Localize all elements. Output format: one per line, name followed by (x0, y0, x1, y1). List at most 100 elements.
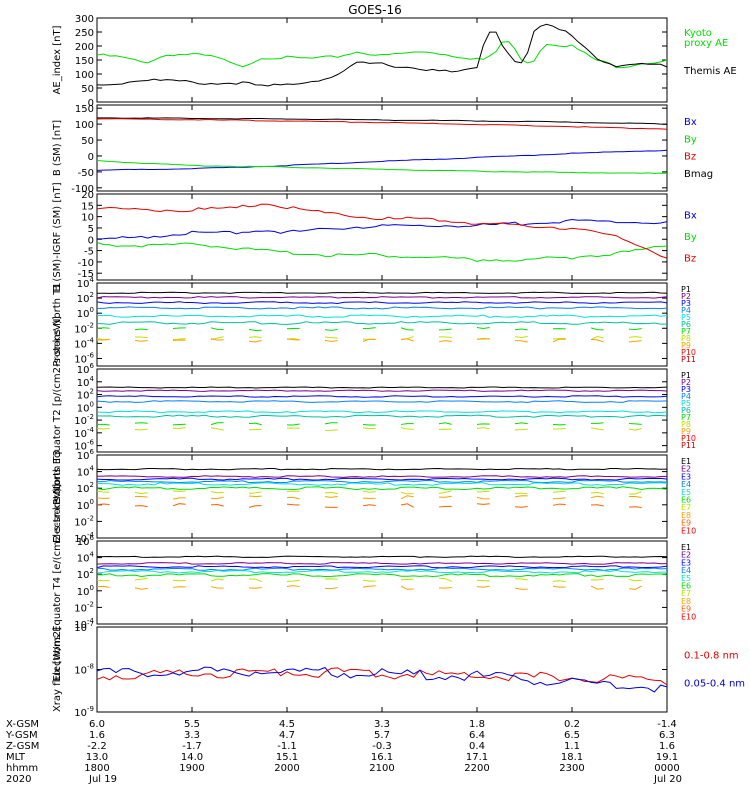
series-line-E7 (248, 491, 262, 494)
series-line-E8 (400, 495, 414, 500)
legend-label: By (684, 134, 697, 145)
legend-label: E8 (681, 597, 691, 606)
y-tick-label: 102 (77, 291, 94, 305)
ephemeris-value: -1.1 (277, 741, 297, 752)
ephemeris-value: 15.1 (276, 752, 298, 763)
y-tick-label: 300 (75, 14, 94, 25)
legend-label: E4 (681, 480, 691, 489)
series-line-E9 (210, 504, 224, 507)
ephemeris-value: -2.2 (87, 741, 107, 752)
ephemeris-value: 19.1 (656, 752, 678, 763)
series-line-P9 (324, 339, 338, 342)
y-tick-label: 10-7 (74, 620, 94, 634)
series-line-E4 (96, 479, 668, 484)
y-tick-label: 0 (88, 235, 94, 246)
series-line-P8 (438, 336, 452, 339)
series-line-P1 (96, 386, 668, 389)
series-line-P7 (210, 327, 224, 331)
ephemeris-value: -0.3 (372, 741, 392, 752)
y-tick-label: 150 (75, 104, 94, 115)
ephemeris-row-label: 2020 (6, 774, 31, 785)
series-line-P7 (628, 327, 642, 331)
series-line-P8 (172, 427, 186, 429)
series-line-E8 (324, 587, 338, 590)
ephemeris-value: Jul 19 (88, 774, 117, 785)
legend-label: P5 (681, 399, 691, 408)
legend-label: E3 (681, 472, 691, 481)
series-line-P8 (514, 428, 528, 431)
series-line-E8 (514, 587, 528, 590)
series-line-P7 (210, 422, 224, 426)
y-tick-label: 10 (81, 213, 94, 224)
series-line-P7 (324, 422, 338, 425)
ephemeris-value: 6.0 (89, 719, 105, 730)
series-line-P2 (96, 296, 668, 299)
series-line-E9 (552, 503, 566, 506)
series-line-E7 (248, 578, 262, 583)
series-line-E9 (476, 503, 490, 505)
series-line-P9 (590, 338, 604, 343)
ephemeris-value: 1900 (179, 763, 204, 774)
plot-title: GOES-16 (348, 3, 402, 17)
series-line-P8 (210, 427, 224, 431)
y-axis-label: B (SM)-IGRF (SM) [nT] (52, 182, 63, 291)
y-tick-label: 100 (77, 498, 94, 512)
series-line-E7 (400, 578, 414, 581)
series-line-P8 (552, 427, 566, 430)
series-line-E7 (628, 491, 642, 495)
y-tick-label: 250 (75, 28, 94, 39)
series-line-E8 (552, 497, 566, 500)
series-line-E9 (248, 505, 262, 508)
ephemeris-value: 1.6 (659, 741, 675, 752)
series-line-E9 (514, 505, 528, 508)
series-line-P1 (96, 291, 668, 294)
series-line-P7 (172, 423, 186, 426)
ephemeris-value: 16.1 (371, 752, 393, 763)
series-line-P7 (96, 423, 110, 426)
series-line-E7 (362, 579, 376, 582)
series-line-E7 (96, 579, 110, 582)
series-line-E8 (210, 496, 224, 500)
legend-label: E8 (681, 511, 691, 520)
y-tick-label: 10-2 (74, 321, 94, 335)
legend-label: E10 (681, 526, 696, 535)
series-line-P7 (362, 327, 376, 330)
series-line-P7 (514, 422, 528, 425)
y-tick-label: 10-2 (74, 600, 94, 614)
y-tick-label: -100 (71, 184, 94, 195)
series-line-P8 (476, 427, 490, 430)
ephemeris-value: 4.7 (279, 730, 295, 741)
series-line-E9 (96, 503, 110, 506)
legend-label: P1 (681, 371, 691, 380)
ephemeris-value: 4.5 (279, 719, 295, 730)
legend-label: P11 (681, 441, 696, 450)
legend-label: E6 (681, 582, 691, 591)
series-line-P8 (514, 336, 528, 339)
series-line-E6 (96, 486, 668, 491)
series-line-P7 (438, 422, 452, 425)
legend-label: P6 (681, 406, 691, 415)
series-line-P4 (96, 306, 668, 310)
series-line-E7 (438, 577, 452, 582)
legend-label: P2 (681, 292, 691, 301)
series-line-Themis AE (96, 23, 668, 87)
series-line-E7 (400, 491, 414, 495)
ephemeris-value: -1.4 (657, 719, 677, 730)
series-line-P7 (400, 327, 414, 331)
legend-label: P2 (681, 378, 691, 387)
ephemeris-value: Jul 20 (653, 774, 682, 785)
series-line-E8 (590, 495, 604, 499)
legend-label: P9 (681, 341, 691, 350)
series-line-E8 (514, 495, 528, 498)
series-line-E7 (552, 490, 566, 493)
series-line-E7 (590, 491, 604, 495)
y-tick-label: 100 (77, 306, 94, 320)
series-line-E8 (96, 585, 110, 588)
y-tick-label: 106 (77, 534, 95, 548)
legend-label: P11 (681, 355, 696, 364)
series-line-P8 (400, 427, 414, 430)
series-line-P8 (134, 428, 148, 431)
series-line-E2 (96, 562, 668, 565)
